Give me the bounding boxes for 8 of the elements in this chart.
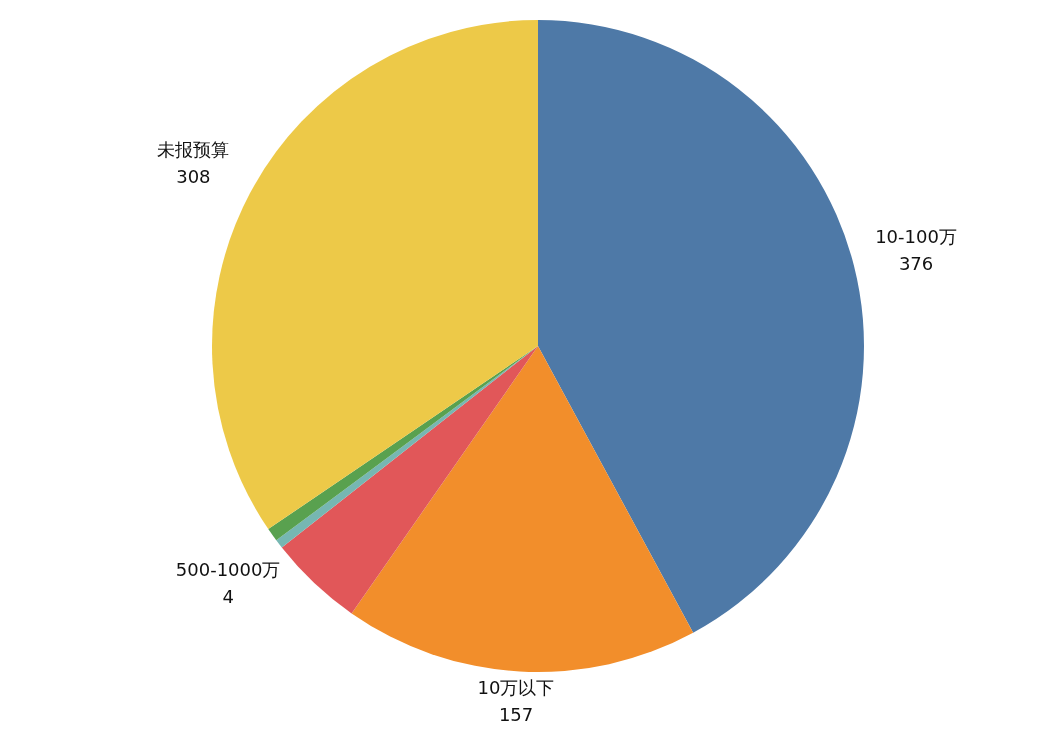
- data-label: 308: [176, 166, 211, 188]
- slice-label: 未报预算: [157, 139, 230, 161]
- slice-label: 10-100万: [875, 226, 957, 248]
- slice-label: 500-1000万: [175, 558, 281, 580]
- data-label: 157: [498, 704, 534, 725]
- data-label: 376: [898, 253, 934, 275]
- data-label: 4: [222, 585, 234, 607]
- slice-label: 10万以下: [477, 677, 555, 698]
